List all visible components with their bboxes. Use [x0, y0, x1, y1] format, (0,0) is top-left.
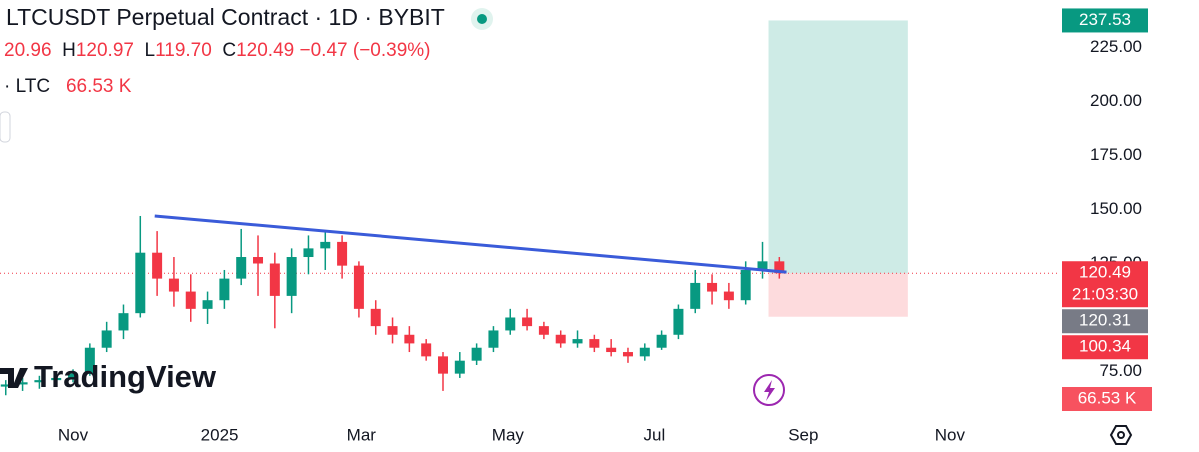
trendline: [154, 214, 787, 274]
price-label-box: [1062, 309, 1148, 334]
price-label: 120.49: [1079, 263, 1131, 282]
candle-body: [437, 356, 448, 374]
x-tick-label: Mar: [347, 425, 377, 444]
ohlc-key: C: [222, 40, 237, 61]
candle-body: [740, 269, 751, 301]
y-tick-label: 150.00: [1090, 199, 1142, 218]
candle-body: [656, 334, 667, 348]
y-tick-label: 200.00: [1090, 91, 1142, 110]
candle-body: [606, 347, 617, 353]
plot: [0, 20, 1058, 396]
status-dot: [470, 7, 493, 30]
candle-body: [68, 373, 79, 378]
candle-body: [320, 241, 331, 249]
candle-body: [370, 308, 381, 327]
x-tick-label: Jul: [644, 425, 666, 444]
target-zone: [768, 20, 908, 274]
y-tick-label: 175.00: [1090, 145, 1142, 164]
legend-ohlc: 20.96 H120.97 L119.70 C120.49 −0.47 (−0.…: [4, 40, 431, 62]
gear-shape: [1109, 425, 1133, 445]
candle-body: [269, 263, 280, 296]
candle-body: [118, 313, 129, 331]
candle-body: [673, 308, 684, 335]
lightning-glyph: [764, 380, 775, 401]
candle-body: [51, 377, 62, 381]
candle-body: [135, 252, 146, 314]
candle-body: [202, 300, 213, 309]
candle-body: [622, 352, 633, 357]
candle-body: [152, 252, 163, 279]
price-label-box: [1062, 261, 1148, 308]
candle-body: [84, 347, 95, 374]
candle-body: [253, 257, 264, 264]
legend-title-row: LTCUSDT Perpetual Contract · 1D · BYBIT: [6, 4, 493, 31]
legend-title: LTCUSDT Perpetual Contract · 1D · BYBIT: [6, 4, 445, 30]
candle-body: [17, 382, 28, 385]
stop-zone: [768, 273, 908, 317]
ohlc-key: L: [144, 40, 156, 61]
x-tick-label: 2025: [201, 425, 239, 444]
x-tick-label: Sep: [788, 425, 818, 444]
gear-hole: [1117, 431, 1125, 439]
y-tick-label: 225.00: [1090, 37, 1142, 56]
candle-body: [488, 330, 499, 348]
ohlc-low: 119.70: [155, 40, 212, 61]
candle-body: [353, 265, 364, 309]
candle-body: [555, 334, 566, 344]
candle-body: [219, 278, 230, 301]
legend-volume: · LTC 66.53 K: [4, 76, 131, 98]
candle-body: [286, 257, 297, 296]
ohlc-close: 120.49: [236, 40, 295, 61]
x-tick-label: May: [492, 425, 525, 444]
candle-body: [454, 360, 465, 374]
ohlc-high: 120.97: [75, 40, 134, 61]
candle-body: [337, 241, 348, 266]
candle-body: [505, 317, 516, 331]
candle-body: [757, 261, 768, 270]
volume-value: 66.53 K: [65, 76, 132, 97]
ohlc-change: −0.47 (−0.39%): [299, 40, 431, 61]
price-label: 100.34: [1079, 337, 1131, 356]
candle-body: [421, 343, 432, 357]
candle-body: [101, 330, 112, 348]
logo-text: TradingView: [34, 359, 217, 394]
candle-body: [589, 339, 600, 348]
price-label: 120.31: [1079, 311, 1131, 330]
candle-body: [522, 317, 533, 327]
side-button[interactable]: [0, 111, 11, 143]
candle-body: [404, 334, 415, 344]
volume-label-box: [1062, 387, 1152, 411]
candle-body: [639, 347, 650, 357]
candle-body: [707, 282, 718, 292]
volume-label: 66.53 K: [1078, 388, 1137, 407]
settings-icon[interactable]: [1109, 425, 1133, 445]
volume-key: · LTC: [4, 76, 51, 97]
candle-body: [723, 291, 734, 301]
y-tick-label: 75.00: [1099, 361, 1142, 380]
ohlc-key: H: [62, 40, 76, 61]
candle-body: [0, 384, 11, 387]
candle-body: [471, 347, 482, 361]
candle-body: [774, 261, 785, 274]
candle-body: [236, 257, 247, 279]
candle-body: [572, 339, 583, 344]
x-tick-label: Nov: [58, 425, 89, 444]
logo-mark: [0, 368, 28, 388]
price-label-box: [1062, 335, 1148, 360]
logo: TradingView: [0, 359, 217, 394]
candle-body: [303, 248, 314, 258]
candle-body: [168, 278, 179, 292]
x-tick-label: Nov: [935, 425, 966, 444]
candle-body: [387, 326, 398, 335]
price-label-box: [1062, 8, 1148, 33]
price-label: 237.53: [1079, 10, 1131, 29]
candle-body: [538, 326, 549, 335]
countdown: 21:03:30: [1072, 285, 1138, 304]
candle-body: [185, 291, 196, 309]
candle-body: [34, 380, 45, 383]
candle-body: [690, 282, 701, 309]
ohlc-open: 20.96: [4, 40, 52, 61]
